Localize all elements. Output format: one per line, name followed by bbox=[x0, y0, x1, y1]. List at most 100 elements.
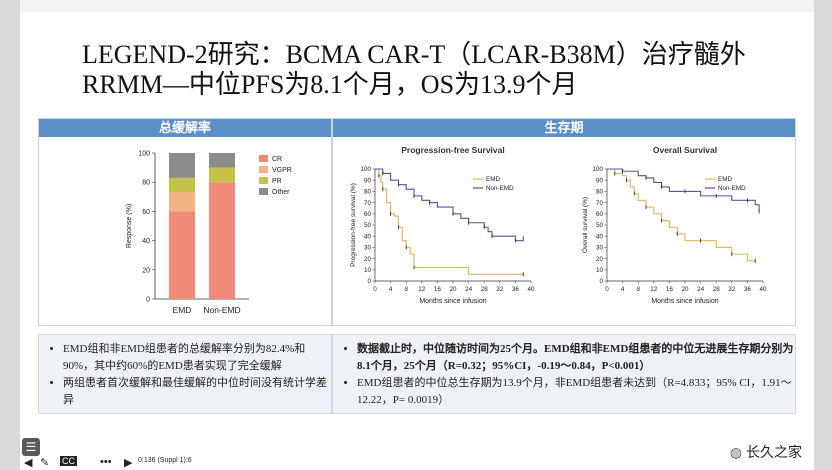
y-axis-label: Response (%) bbox=[126, 204, 133, 248]
pfs-y-tick-label: 100 bbox=[360, 166, 371, 173]
bar-segment-vgpr bbox=[169, 192, 195, 212]
pfs-x-tick-label: 32 bbox=[496, 286, 504, 293]
pfs-x-tick-label: 40 bbox=[527, 286, 535, 293]
os-y-tick-label: 20 bbox=[596, 256, 604, 263]
os-y-tick-label: 60 bbox=[596, 211, 604, 218]
pfs-y-tick-label: 60 bbox=[364, 211, 372, 218]
os-y-axis-label: Overall survival (%) bbox=[582, 197, 589, 253]
os-series-line-emd bbox=[607, 168, 756, 262]
y-tick-label: 100 bbox=[138, 151, 150, 158]
pfs-x-tick-label: 4 bbox=[389, 286, 393, 293]
legend-label: CR bbox=[272, 156, 282, 163]
bar-segment-pr bbox=[169, 177, 195, 193]
os-y-tick-label: 50 bbox=[596, 222, 604, 229]
wechat-icon: ◍ bbox=[729, 444, 743, 460]
pfs-y-tick-label: 50 bbox=[364, 222, 372, 229]
os-y-tick-label: 80 bbox=[596, 189, 604, 196]
os-legend-label: EMD bbox=[718, 176, 732, 183]
os-x-tick-label: 16 bbox=[666, 286, 674, 293]
survival-panel-header: 生存期 bbox=[333, 119, 795, 137]
legend-label: VGPR bbox=[272, 167, 292, 174]
os-series-line-non-emd bbox=[607, 168, 760, 212]
os-y-tick-label: 40 bbox=[596, 233, 604, 240]
os-chart: Overall Survival 0 10 20 30 40 50 60 70 80 90 100 0 4… bbox=[582, 145, 767, 305]
watermark-text: 长久之家 bbox=[746, 444, 802, 460]
os-x-axis-label: Months since infusion bbox=[651, 298, 718, 305]
y-tick-label: 40 bbox=[142, 238, 150, 245]
os-x-tick-label: 0 bbox=[605, 286, 609, 293]
survival-note-2: EMD组患者的中位总生存期为13.9个月，非EMD组患者未达到（R=4.833；… bbox=[357, 375, 795, 409]
pfs-x-tick-label: 12 bbox=[418, 286, 426, 293]
pfs-y-tick-label: 0 bbox=[367, 278, 371, 285]
pfs-y-tick-label: 80 bbox=[364, 189, 372, 196]
os-x-tick-label: 36 bbox=[744, 286, 752, 293]
os-legend-label: Non-EMD bbox=[718, 185, 746, 192]
legend-swatch-cr bbox=[259, 155, 268, 162]
legend-swatch-other bbox=[259, 188, 268, 195]
pfs-series-line-emd bbox=[375, 168, 524, 275]
pfs-y-tick-label: 70 bbox=[364, 200, 372, 207]
os-x-tick-label: 20 bbox=[681, 286, 689, 293]
pfs-legend-label: Non-EMD bbox=[486, 185, 514, 192]
cc-icon[interactable]: CC bbox=[60, 456, 77, 466]
os-title: Overall Survival bbox=[653, 145, 717, 155]
response-note-1: EMD组和非EMD组患者的总缓解率分别为82.4%和90%，其中约60%的EMD… bbox=[63, 341, 331, 375]
pfs-series-line-non-emd bbox=[375, 168, 524, 242]
menu-icon[interactable]: ☰ bbox=[22, 438, 40, 456]
title-line-2: RRMM—中位PFS为8.1个月，OS为13.9个月 bbox=[82, 70, 578, 99]
pfs-y-tick-label: 20 bbox=[364, 256, 372, 263]
survival-note-1: 数据截止时，中位随访时间为25个月。EMD组和非EMD组患者的中位无进展生存期分… bbox=[357, 341, 795, 375]
bar-segment-other bbox=[169, 153, 195, 178]
os-x-tick-label: 32 bbox=[728, 286, 736, 293]
toolbar-info: 0:136 (Suppl 1):6 bbox=[138, 457, 192, 464]
response-panel: 总缓解率 0 20 40 60 80 100 Response (%) EMD Non-EMD C… bbox=[38, 118, 332, 326]
pfs-chart: Progression-free Survival010203040506070… bbox=[350, 145, 535, 305]
y-tick-label: 80 bbox=[142, 180, 150, 187]
y-tick-label: 20 bbox=[142, 267, 150, 274]
survival-panel: 生存期 Progression-free Survival 0 10 20 30 40 50… bbox=[332, 118, 796, 326]
player-toolbar: ☰ ◀ ✎ CC ••• ▶ 0:136 (Suppl 1):6 bbox=[0, 438, 260, 470]
slide-title: LEGEND-2研究：BCMA CAR-T（LCAR-B38M）治疗髓外 RRM… bbox=[82, 40, 782, 100]
title-line-1: LEGEND-2研究：BCMA CAR-T（LCAR-B38M）治疗髓外 bbox=[82, 40, 746, 69]
pfs-title: Progression-free Survival bbox=[401, 145, 504, 155]
pfs-y-tick-label: 90 bbox=[364, 177, 372, 184]
os-y-tick-label: 90 bbox=[596, 177, 604, 184]
watermark: ◍ 长久之家 bbox=[730, 442, 802, 462]
os-x-tick-label: 12 bbox=[650, 286, 658, 293]
legend-swatch-pr bbox=[259, 177, 268, 184]
pfs-x-tick-label: 16 bbox=[434, 286, 442, 293]
os-y-tick-label: 30 bbox=[596, 245, 604, 252]
bar-segment-cr bbox=[209, 182, 235, 299]
more-icon[interactable]: ••• bbox=[100, 456, 112, 468]
legend-label: Other bbox=[272, 189, 290, 196]
pfs-y-axis-label: Progression-free survival (%) bbox=[350, 183, 357, 267]
survival-notes: 数据截止时，中位随访时间为25个月。EMD组和非EMD组患者的中位无进展生存期分… bbox=[332, 334, 796, 414]
response-notes: EMD组和非EMD组患者的总缓解率分别为82.4%和90%，其中约60%的EMD… bbox=[38, 334, 332, 414]
pfs-x-tick-label: 20 bbox=[449, 286, 457, 293]
top-decoration bbox=[20, 0, 814, 12]
next-icon[interactable]: ▶ bbox=[124, 457, 133, 469]
slide: LEGEND-2研究：BCMA CAR-T（LCAR-B38M）治疗髓外 RRM… bbox=[20, 0, 814, 470]
os-x-tick-label: 28 bbox=[713, 286, 721, 293]
os-y-tick-label: 10 bbox=[596, 267, 604, 274]
pfs-y-tick-label: 10 bbox=[364, 267, 372, 274]
os-x-tick-label: 24 bbox=[697, 286, 705, 293]
os-x-tick-label: 40 bbox=[759, 286, 767, 293]
pfs-y-tick-label: 40 bbox=[364, 233, 372, 240]
pfs-x-tick-label: 28 bbox=[481, 286, 489, 293]
pfs-x-tick-label: 8 bbox=[404, 286, 408, 293]
x-category-label: EMD bbox=[173, 305, 192, 315]
y-tick-label: 0 bbox=[146, 297, 150, 304]
legend-swatch-vgpr bbox=[259, 166, 268, 173]
response-bar-chart: 0 20 40 60 80 100 Response (%) EMD Non-EMD CR VGPR… bbox=[126, 151, 292, 316]
pfs-legend-label: EMD bbox=[486, 176, 500, 183]
pfs-y-tick-label: 30 bbox=[364, 245, 372, 252]
pen-icon[interactable]: ✎ bbox=[40, 457, 50, 469]
response-panel-header: 总缓解率 bbox=[39, 119, 331, 137]
os-x-tick-label: 8 bbox=[636, 286, 640, 293]
y-tick-label: 60 bbox=[142, 209, 150, 216]
x-category-label: Non-EMD bbox=[203, 305, 240, 315]
bar-segment-other bbox=[209, 153, 235, 168]
back-icon[interactable]: ◀ bbox=[24, 457, 33, 469]
pfs-x-tick-label: 0 bbox=[373, 286, 377, 293]
